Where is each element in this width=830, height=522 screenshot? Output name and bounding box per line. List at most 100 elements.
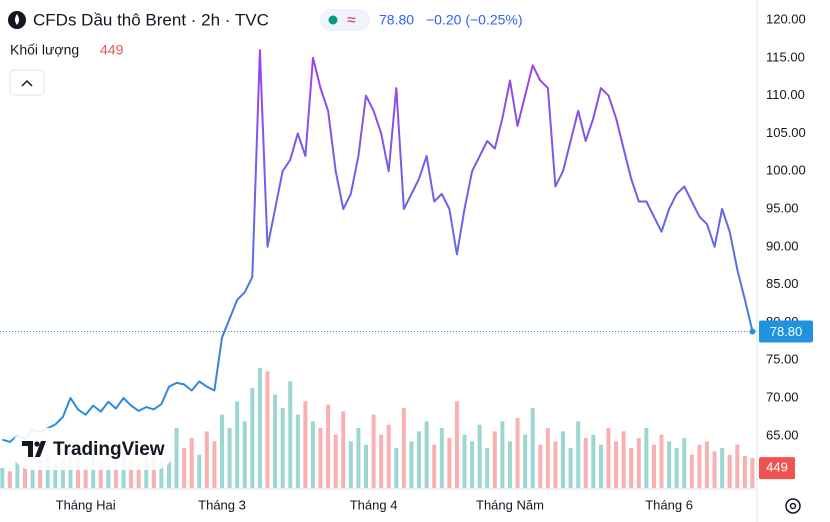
- volume-bar: [136, 462, 141, 488]
- price-line: [2, 49, 754, 443]
- volume-bar: [553, 441, 558, 488]
- volume-bar: [614, 441, 619, 488]
- volume-bar: [485, 448, 490, 488]
- volume-bar: [83, 468, 88, 488]
- volume-bar: [227, 428, 232, 488]
- volume-bar: [667, 441, 672, 488]
- status-pill: [320, 9, 370, 31]
- volume-bar: [7, 471, 12, 488]
- volume-bar: [674, 448, 679, 488]
- watermark-bg: [12, 428, 174, 470]
- volume-bar: [280, 408, 285, 488]
- volume-bar: [348, 441, 353, 488]
- delay-icon: ≈: [347, 12, 356, 29]
- volume-bar: [432, 444, 437, 488]
- volume-bar: [682, 438, 687, 488]
- volume-bar: [545, 428, 550, 488]
- volume-title: Khối lượng: [10, 42, 79, 58]
- volume-bar: [98, 461, 103, 488]
- volume-bar: [568, 448, 573, 488]
- volume-bar: [712, 451, 717, 488]
- volume-bar: [333, 434, 338, 488]
- y-tick-label: 115.00: [766, 49, 805, 64]
- y-tick-label: 105.00: [766, 125, 806, 140]
- watermark-logo-dot: [34, 441, 40, 447]
- volume-bar: [454, 401, 459, 488]
- volume-bar: [538, 444, 543, 488]
- volume-bar: [265, 371, 270, 488]
- volume-bar: [507, 441, 512, 488]
- volume-bar: [303, 401, 308, 488]
- drop-icon: [15, 14, 19, 25]
- volume-bar: [371, 414, 376, 488]
- volume-bar: [515, 418, 520, 488]
- volume-bar: [583, 438, 588, 488]
- volume-bar: [720, 448, 725, 488]
- volume-bar: [492, 431, 497, 488]
- market-dot: [328, 15, 338, 25]
- volume-bar: [288, 381, 293, 488]
- volume-bar: [326, 404, 331, 488]
- volume-bar: [38, 460, 43, 488]
- volume-bar: [750, 458, 755, 488]
- volume-bar: [318, 428, 323, 488]
- volume-bar: [182, 448, 187, 488]
- watermark-text: TradingView: [53, 439, 165, 460]
- volume-bar: [424, 421, 429, 488]
- volume-bar: [394, 448, 399, 488]
- volume-bar: [363, 444, 368, 488]
- volume-bar: [341, 411, 346, 488]
- last-price-badge: [759, 320, 813, 343]
- symbol-title: CFDs Dầu thô Brent · 2h · TVC: [33, 10, 269, 29]
- volume-bar: [129, 458, 134, 488]
- volume-bar: [591, 434, 596, 488]
- volume-bar: [53, 462, 58, 488]
- collapse-button[interactable]: [9, 69, 45, 96]
- x-tick-label: Tháng Hai: [56, 497, 116, 512]
- volume-bar: [113, 454, 118, 488]
- volume-bar: [45, 454, 50, 488]
- volume-bar: [606, 428, 611, 488]
- volume-bar: [447, 438, 452, 488]
- volume-badge: [759, 457, 795, 480]
- volume-bar: [689, 454, 694, 488]
- collapse-icon: [21, 79, 33, 87]
- last-point: [749, 328, 756, 335]
- volume-bar: [310, 421, 315, 488]
- y-tick-label: 120.00: [766, 11, 806, 26]
- x-tick-label: Tháng Năm: [476, 497, 544, 512]
- volume-bar: [576, 421, 581, 488]
- settings-icon[interactable]: [785, 498, 801, 514]
- volume-bar: [561, 431, 566, 488]
- volume-bar: [401, 408, 406, 488]
- volume-bar: [15, 461, 20, 488]
- volume-bar: [356, 428, 361, 488]
- volume-bar: [212, 441, 217, 488]
- last-price-badge-text: 78.80: [770, 324, 803, 339]
- volume-bar: [235, 401, 240, 488]
- y-tick-label: 100.00: [766, 163, 806, 178]
- volume-bar: [417, 431, 422, 488]
- volume-bar: [76, 453, 81, 488]
- volume-bar: [598, 444, 603, 488]
- volume-bar: [500, 421, 505, 488]
- volume-bar: [220, 414, 225, 488]
- volume-bar: [621, 431, 626, 488]
- volume-bar: [106, 464, 111, 488]
- volume-bar: [273, 394, 278, 488]
- volume-bar: [189, 438, 194, 488]
- volume-bar: [439, 428, 444, 488]
- volume-bar: [477, 424, 482, 488]
- volume-bar: [462, 434, 467, 488]
- volume-bar: [636, 438, 641, 488]
- volume-bar: [470, 441, 475, 488]
- y-tick-label: 85.00: [766, 276, 799, 291]
- volume-bar: [530, 408, 535, 488]
- volume-bar: [250, 388, 255, 488]
- volume-bar: [0, 468, 5, 488]
- volume-bar: [659, 434, 664, 488]
- volume-badge-text: 449: [766, 460, 788, 475]
- volume-bar: [523, 434, 528, 488]
- volume-bar: [204, 431, 209, 488]
